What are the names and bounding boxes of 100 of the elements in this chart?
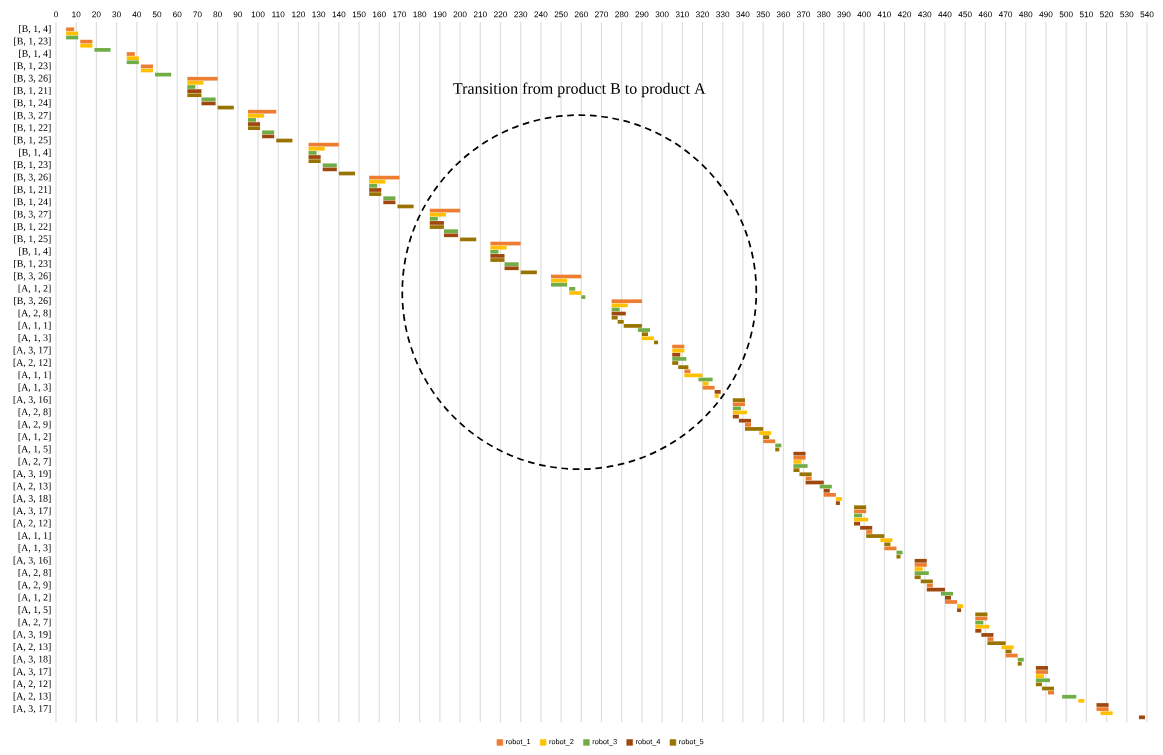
x-tick-label: 280	[615, 11, 629, 18]
bar	[759, 431, 772, 435]
bar	[551, 282, 568, 287]
x-tick-label: 450	[958, 11, 972, 18]
bar	[981, 633, 994, 637]
bar	[835, 497, 842, 501]
bar	[896, 554, 901, 559]
bar	[678, 365, 689, 369]
bar	[247, 126, 261, 131]
x-tick-label: 470	[998, 11, 1013, 18]
x-tick-label: 30	[112, 11, 121, 18]
bar	[443, 229, 459, 234]
x-tick-label: 350	[756, 11, 770, 18]
bar	[860, 525, 873, 530]
bar	[914, 563, 927, 567]
bar	[957, 604, 964, 608]
bar	[793, 460, 802, 464]
bar	[1138, 715, 1145, 720]
x-tick-label: 160	[373, 11, 386, 18]
y-tick-label: [A, 1, 1]	[18, 321, 51, 331]
x-tick-label: 200	[453, 11, 467, 18]
bar	[429, 225, 444, 229]
x-tick-label: 180	[413, 11, 427, 18]
x-tick-label: 390	[837, 11, 851, 18]
bar	[641, 332, 648, 337]
x-tick-label: 70	[193, 11, 202, 18]
bar	[896, 550, 903, 555]
y-tick-label: [B, 1, 21]	[14, 86, 51, 96]
x-tick-label: 220	[494, 11, 508, 18]
y-tick-label: [A, 3, 17]	[13, 346, 51, 355]
x-tick-label: 140	[332, 11, 346, 18]
bar	[187, 81, 204, 85]
x-tick-label: 310	[675, 11, 689, 18]
y-tick-label: [A, 2, 12]	[13, 358, 51, 368]
bar	[1001, 645, 1014, 650]
x-tick-label: 330	[716, 11, 730, 18]
x-tick-label: 120	[292, 11, 306, 18]
x-tick-label: 10	[72, 11, 81, 18]
y-tick-label: [A, 3, 16]	[13, 556, 51, 565]
x-tick-label: 150	[352, 11, 366, 18]
y-tick-label: [A, 1, 2]	[18, 284, 51, 294]
y-tick-label: [B, 1, 4]	[19, 49, 51, 59]
bar	[611, 299, 642, 304]
y-tick-label: [A, 1, 1]	[18, 371, 51, 380]
bar	[581, 295, 586, 299]
bar	[429, 216, 438, 221]
bar	[429, 212, 446, 217]
x-tick-label: 40	[132, 11, 142, 18]
y-tick-label: [A, 2, 13]	[13, 482, 51, 491]
bar	[672, 361, 679, 365]
x-tick-label: 260	[574, 11, 588, 18]
y-tick-label: [A, 2, 7]	[18, 457, 51, 467]
bar	[569, 287, 576, 291]
y-tick-label: [A, 3, 18]	[13, 494, 51, 504]
bar	[308, 155, 321, 159]
x-tick-label: 400	[857, 11, 871, 18]
bar	[793, 464, 808, 468]
bar	[126, 52, 135, 56]
bar	[854, 509, 867, 514]
bar	[1078, 699, 1085, 703]
y-tick-label: [B, 1, 23]	[14, 259, 51, 269]
bar	[623, 324, 642, 328]
x-tick-label: 60	[173, 11, 182, 18]
x-tick-label: 170	[393, 11, 407, 18]
bar	[944, 600, 958, 604]
x-tick-label: 440	[938, 11, 952, 18]
bar	[617, 319, 624, 324]
y-tick-label: [A, 2, 8]	[18, 568, 51, 578]
bar	[672, 357, 687, 361]
bar	[914, 571, 929, 575]
y-tick-label: [A, 3, 16]	[13, 395, 51, 405]
bar	[569, 291, 582, 295]
bar	[793, 455, 806, 460]
bar	[1035, 674, 1044, 678]
y-tick-label: [A, 1, 3]	[18, 383, 51, 392]
x-tick-label: 80	[213, 11, 222, 18]
y-tick-label: [A, 2, 8]	[18, 408, 51, 417]
y-tick-label: [A, 2, 9]	[18, 581, 51, 590]
x-tick-label: 380	[817, 11, 831, 18]
bar	[914, 558, 927, 563]
bar	[187, 76, 218, 81]
bar	[201, 97, 216, 102]
y-tick-label: [B, 1, 22]	[14, 124, 51, 133]
bar	[914, 567, 923, 571]
bar	[126, 60, 139, 65]
x-tick-label: 430	[918, 11, 932, 18]
bar	[799, 472, 812, 477]
bar	[866, 534, 885, 538]
bar	[854, 521, 861, 526]
bar	[763, 435, 770, 440]
bar	[1035, 670, 1049, 674]
x-tick-label: 290	[635, 11, 649, 18]
bar	[429, 221, 444, 225]
y-tick-label: [B, 3, 27]	[14, 210, 51, 219]
bar	[866, 530, 873, 534]
bar	[443, 233, 459, 238]
bar	[611, 303, 628, 308]
bar	[1017, 661, 1022, 666]
bar	[793, 451, 806, 456]
y-tick-label: [A, 1, 5]	[18, 606, 51, 615]
